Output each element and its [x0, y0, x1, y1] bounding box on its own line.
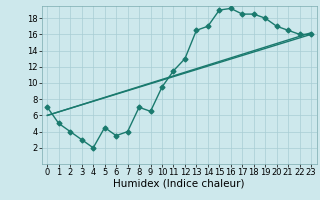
- X-axis label: Humidex (Indice chaleur): Humidex (Indice chaleur): [114, 179, 245, 189]
